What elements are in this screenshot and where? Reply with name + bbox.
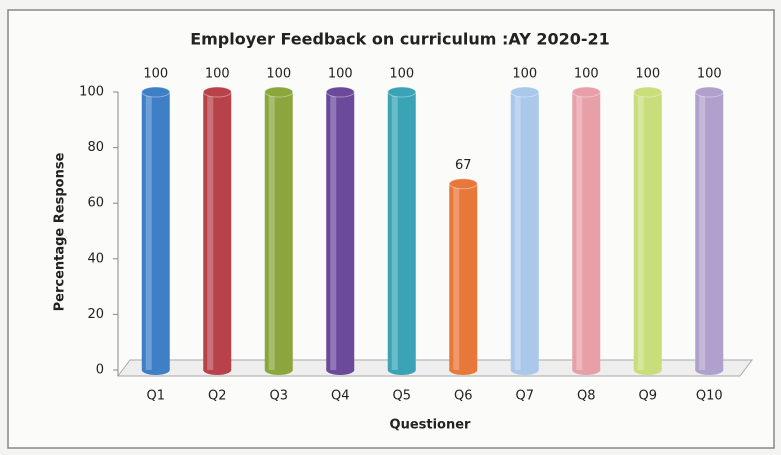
bar-cap [202, 86, 232, 98]
bar-shade [391, 92, 398, 370]
bar-cap [633, 86, 663, 98]
bar [264, 92, 293, 370]
x-tick-label: Q9 [638, 389, 657, 404]
bar-cap [448, 178, 478, 190]
bar [203, 92, 232, 370]
y-tick-label: 80 [87, 140, 104, 155]
y-tick-label: 0 [96, 363, 104, 378]
bar [572, 92, 601, 370]
data-label: 100 [512, 67, 537, 82]
x-tick-label: Q10 [696, 389, 723, 404]
data-label: 100 [574, 67, 599, 82]
bar-cap [264, 86, 294, 98]
data-label: 100 [143, 67, 168, 82]
bar-cap [510, 86, 540, 98]
y-tick-label: 60 [87, 196, 104, 211]
bar-cap [141, 86, 171, 98]
x-axis-label: Questioner [390, 418, 472, 433]
bar-shade [699, 92, 706, 370]
bar-shade [637, 92, 644, 370]
bar-shade [268, 92, 275, 370]
x-tick-label: Q7 [515, 389, 534, 404]
data-label: 100 [389, 67, 414, 82]
bar-shade [145, 92, 152, 370]
data-label: 100 [328, 67, 353, 82]
bar-shade [330, 92, 337, 370]
bar-shade [453, 183, 460, 370]
y-tick-label: 40 [87, 251, 104, 266]
bar [326, 92, 355, 370]
bar [387, 92, 416, 370]
data-label: 67 [455, 158, 472, 173]
x-tick-label: Q2 [208, 389, 227, 404]
x-tick-label: Q1 [146, 389, 165, 404]
x-tick-label: Q6 [454, 389, 473, 404]
bar [141, 92, 170, 370]
data-label: 100 [205, 67, 230, 82]
data-label: 100 [266, 67, 291, 82]
bar-shade [514, 92, 521, 370]
bar-shade [207, 92, 214, 370]
bar [510, 92, 539, 370]
y-tick-label: 20 [87, 307, 104, 322]
bar-shade [576, 92, 583, 370]
x-tick-label: Q8 [577, 389, 596, 404]
bar-cap [325, 86, 355, 98]
bar-cap [571, 86, 601, 98]
x-tick-label: Q4 [331, 389, 350, 404]
bar [449, 183, 478, 370]
y-tick-label: 100 [79, 85, 104, 100]
chart-title: Employer Feedback on curriculum :AY 2020… [190, 30, 610, 49]
x-tick-label: Q5 [392, 389, 411, 404]
y-axis-label: Percentage Response [53, 152, 68, 311]
bar-cap [387, 86, 417, 98]
bar [695, 92, 724, 370]
bar [633, 92, 662, 370]
x-tick-label: Q3 [269, 389, 288, 404]
bar-cap [694, 86, 724, 98]
data-label: 100 [635, 67, 660, 82]
data-label: 100 [697, 67, 722, 82]
